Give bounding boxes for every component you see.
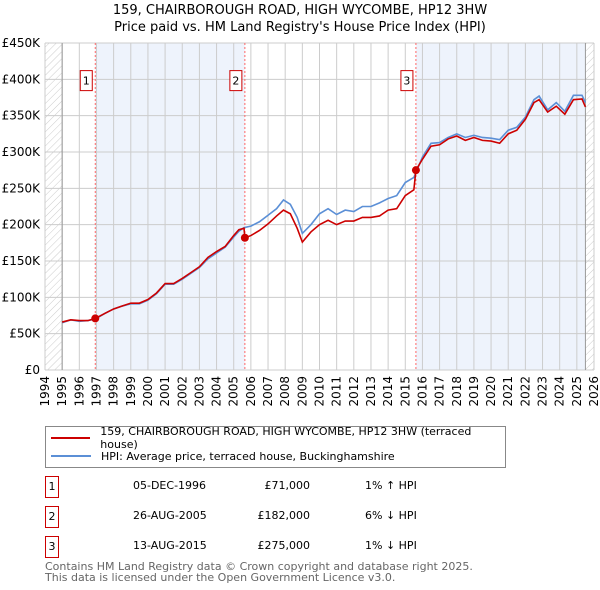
sale-point (411, 166, 420, 175)
chart-title: 159, CHAIRBOROUGH ROAD, HIGH WYCOMBE, HP… (112, 3, 488, 18)
x-tick-label: 2004 (210, 376, 224, 407)
sale-badge-box (229, 70, 243, 92)
x-tick-label: 2023 (536, 376, 550, 407)
sale-price: £71,000 (264, 479, 311, 492)
x-tick-label: 2014 (381, 376, 395, 407)
x-tick-label: 1994 (38, 376, 52, 407)
chart-subtitle: Price paid vs. HM Land Registry's House … (114, 20, 486, 35)
blue-line-swatch (51, 455, 91, 457)
y-tick-label: £50K (9, 327, 41, 341)
y-tick-label: £250K (2, 181, 42, 195)
sale-hpi-diff: 1% ↓ HPI (365, 539, 417, 552)
footer-licence: This data is licensed under the Open Gov… (45, 571, 396, 584)
footer-copyright: Contains HM Land Registry data © Crown c… (45, 560, 473, 573)
x-tick-label: 2008 (278, 376, 292, 407)
sale-marker-badge: 2 (45, 506, 59, 528)
x-tick-label: 2010 (313, 376, 327, 407)
sale-marker-badge: 1 (45, 476, 59, 498)
legend-item-property: 159, CHAIRBOROUGH ROAD, HIGH WYCOMBE, HP… (51, 425, 505, 451)
sale-badge-label: 2 (232, 75, 239, 88)
x-tick-label: 2016 (415, 376, 429, 407)
x-tick-label: 2022 (518, 376, 532, 407)
legend-label: 159, CHAIRBOROUGH ROAD, HIGH WYCOMBE, HP… (100, 425, 472, 451)
y-tick-label: £0 (25, 363, 40, 377)
sale-hpi-diff: 1% ↑ HPI (365, 479, 417, 492)
x-tick-label: 2001 (158, 376, 172, 407)
x-tick-label: 1998 (107, 376, 121, 407)
property-price-line (61, 98, 587, 323)
x-tick-label: 2011 (330, 376, 344, 407)
x-tick-label: 2021 (501, 376, 515, 407)
y-tick-label: £350K (2, 109, 42, 123)
x-tick-label: 2006 (244, 376, 258, 407)
ownership-shade (415, 43, 586, 370)
sale-price: £182,000 (257, 509, 311, 522)
no-data-hatch (585, 43, 594, 370)
y-tick-label: £400K (2, 72, 42, 86)
x-tick-label: 2012 (347, 376, 361, 407)
x-tick-label: 2020 (484, 376, 498, 407)
sale-point (240, 233, 249, 242)
sale-row: 3 13-AUG-2015 £275,000 1% ↓ HPI (45, 536, 465, 558)
x-tick-label: 2026 (587, 376, 600, 407)
x-tick-label: 2009 (295, 376, 309, 407)
x-tick-label: 1995 (55, 376, 69, 407)
legend-item-hpi: HPI: Average price, terraced house, Buck… (51, 447, 395, 465)
sale-badge-box (400, 70, 414, 92)
sale-hpi-diff: 6% ↓ HPI (365, 509, 417, 522)
sale-badge-box (79, 70, 93, 92)
y-tick-label: £100K (2, 290, 42, 304)
sale-point (91, 314, 100, 323)
x-tick-label: 2017 (433, 376, 447, 407)
sale-marker-badge: 3 (45, 536, 59, 558)
x-tick-label: 1997 (89, 376, 103, 407)
sale-price: £275,000 (257, 539, 311, 552)
x-tick-label: 2019 (467, 376, 481, 407)
sale-date: 05-DEC-1996 (133, 479, 207, 492)
x-tick-label: 2024 (553, 376, 567, 407)
sale-row: 1 05-DEC-1996 £71,000 1% ↑ HPI (45, 476, 465, 498)
y-tick-label: £300K (2, 145, 42, 159)
x-tick-label: 2000 (141, 376, 155, 407)
sale-row: 2 26-AUG-2005 £182,000 6% ↓ HPI (45, 506, 465, 528)
x-tick-label: 1999 (124, 376, 138, 407)
x-tick-label: 2007 (261, 376, 275, 407)
sale-badge-label: 3 (403, 75, 410, 88)
y-tick-label: £200K (2, 218, 42, 232)
x-tick-label: 2013 (364, 376, 378, 407)
sale-date: 26-AUG-2005 (133, 509, 207, 522)
y-tick-label: £150K (2, 254, 42, 268)
price-chart: 1994 1995 1996 1997 1998 1999 2000 2001 2002 2003… (2, 36, 600, 407)
y-tick-label: £450K (2, 36, 42, 50)
sale-badge-label: 1 (83, 75, 90, 88)
x-tick-label: 2003 (192, 376, 206, 407)
x-tick-label: 2018 (450, 376, 464, 407)
x-tick-label: 2002 (175, 376, 189, 407)
x-tick-label: 2025 (570, 376, 584, 407)
x-tick-label: 1996 (72, 376, 86, 407)
no-data-hatch (45, 43, 63, 370)
ownership-shade (95, 43, 245, 370)
x-tick-label: 2005 (227, 376, 241, 407)
legend-label: HPI: Average price, terraced house, Buck… (101, 449, 395, 463)
sale-date: 13-AUG-2015 (133, 539, 207, 552)
red-line-swatch (51, 437, 91, 439)
legend: 159, CHAIRBOROUGH ROAD, HIGH WYCOMBE, HP… (45, 425, 506, 468)
x-tick-label: 2015 (398, 376, 412, 407)
